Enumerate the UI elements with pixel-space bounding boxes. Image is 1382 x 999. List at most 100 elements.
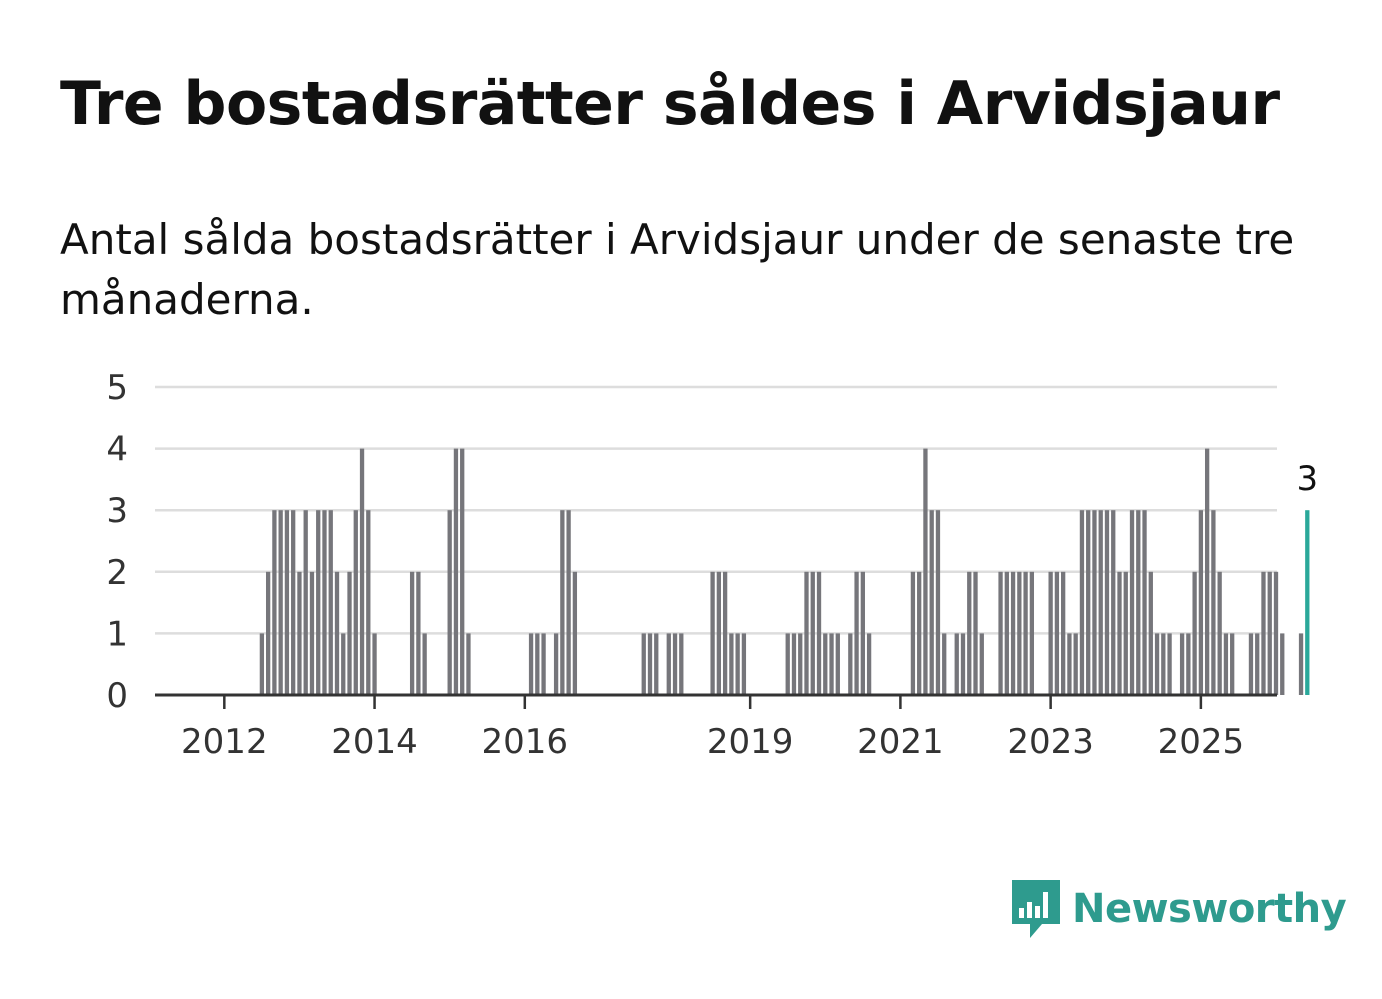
bar xyxy=(416,571,421,695)
bar xyxy=(284,510,290,695)
bar xyxy=(1248,633,1254,695)
bar xyxy=(1179,633,1185,695)
bar xyxy=(823,633,828,695)
bar xyxy=(1061,571,1066,695)
bar xyxy=(804,571,809,695)
bar xyxy=(541,633,546,695)
bar xyxy=(272,510,277,695)
bar xyxy=(1004,571,1009,695)
bar xyxy=(923,448,928,695)
bar xyxy=(322,510,327,695)
bar xyxy=(866,633,872,695)
bar xyxy=(528,633,534,695)
y-tick-label: 0 xyxy=(106,676,128,716)
x-tick-label: 2016 xyxy=(482,722,569,762)
bar xyxy=(647,633,653,695)
x-tick-label: 2023 xyxy=(1007,722,1094,762)
bar xyxy=(672,633,678,695)
bar xyxy=(1054,571,1060,695)
bar xyxy=(666,633,671,695)
bar xyxy=(1142,510,1147,695)
bar xyxy=(785,633,790,695)
chart-title: Tre bostadsrätter såldes i Arvidsjaur xyxy=(60,69,1280,139)
bar xyxy=(929,510,934,695)
bar xyxy=(1267,571,1272,695)
bar xyxy=(303,510,308,695)
bar xyxy=(848,633,853,695)
bar xyxy=(917,571,922,695)
bar xyxy=(309,571,315,695)
bar xyxy=(1148,571,1153,695)
y-tick-label: 1 xyxy=(106,614,128,654)
bar xyxy=(835,633,840,695)
bar xyxy=(359,448,365,695)
bar xyxy=(553,633,559,695)
bar xyxy=(422,633,427,695)
bar xyxy=(710,571,715,695)
bar xyxy=(1298,633,1304,695)
last-value-label: 3 xyxy=(1296,459,1318,499)
bar xyxy=(735,633,740,695)
bars xyxy=(259,448,1310,695)
bar xyxy=(1223,633,1229,695)
bar xyxy=(572,571,578,695)
bar xyxy=(860,571,865,695)
bar xyxy=(1029,571,1035,695)
bar xyxy=(1129,510,1135,695)
bar xyxy=(716,571,722,695)
bar xyxy=(278,510,283,695)
bar xyxy=(560,510,565,695)
bar xyxy=(910,571,916,695)
bar xyxy=(1255,633,1260,695)
bar xyxy=(722,571,728,695)
bar xyxy=(1086,510,1091,695)
bar xyxy=(466,633,471,695)
bar xyxy=(1161,633,1166,695)
bar xyxy=(1104,510,1110,695)
x-tick-label: 2014 xyxy=(331,722,418,762)
bar xyxy=(1167,633,1172,695)
bar xyxy=(816,571,822,695)
bar xyxy=(854,571,859,695)
bar xyxy=(353,510,358,695)
bar xyxy=(729,633,734,695)
bar xyxy=(409,571,415,695)
bar xyxy=(1280,633,1285,695)
y-tick-label: 4 xyxy=(106,430,128,470)
y-tick-label: 2 xyxy=(106,553,128,593)
bar xyxy=(1154,633,1160,695)
bar xyxy=(316,510,321,695)
bar xyxy=(447,510,452,695)
bar xyxy=(979,633,984,695)
bar xyxy=(535,633,540,695)
bar xyxy=(341,633,346,695)
bar xyxy=(810,571,815,695)
bar xyxy=(453,448,459,695)
newsworthy-logo: Newsworthy xyxy=(1010,878,1347,940)
bar xyxy=(1186,633,1191,695)
bar xyxy=(1067,633,1072,695)
bar xyxy=(935,510,941,695)
bar xyxy=(1211,510,1216,695)
bar xyxy=(1123,571,1128,695)
y-tick-label: 5 xyxy=(106,368,128,408)
y-tick-label: 3 xyxy=(106,491,128,531)
bar xyxy=(372,633,377,695)
bar xyxy=(998,571,1003,695)
bar xyxy=(967,571,972,695)
bar xyxy=(291,510,296,695)
bar xyxy=(942,633,947,695)
bar xyxy=(1079,510,1085,695)
bar xyxy=(566,510,571,695)
bar xyxy=(1204,448,1210,695)
bar xyxy=(798,633,803,695)
bar xyxy=(1136,510,1141,695)
bar xyxy=(328,510,333,695)
bar xyxy=(654,633,659,695)
brand-name: Newsworthy xyxy=(1072,886,1347,932)
bar xyxy=(1198,510,1204,695)
bar xyxy=(1010,571,1016,695)
bar xyxy=(1073,633,1078,695)
bar xyxy=(1111,510,1116,695)
bar xyxy=(791,633,797,695)
